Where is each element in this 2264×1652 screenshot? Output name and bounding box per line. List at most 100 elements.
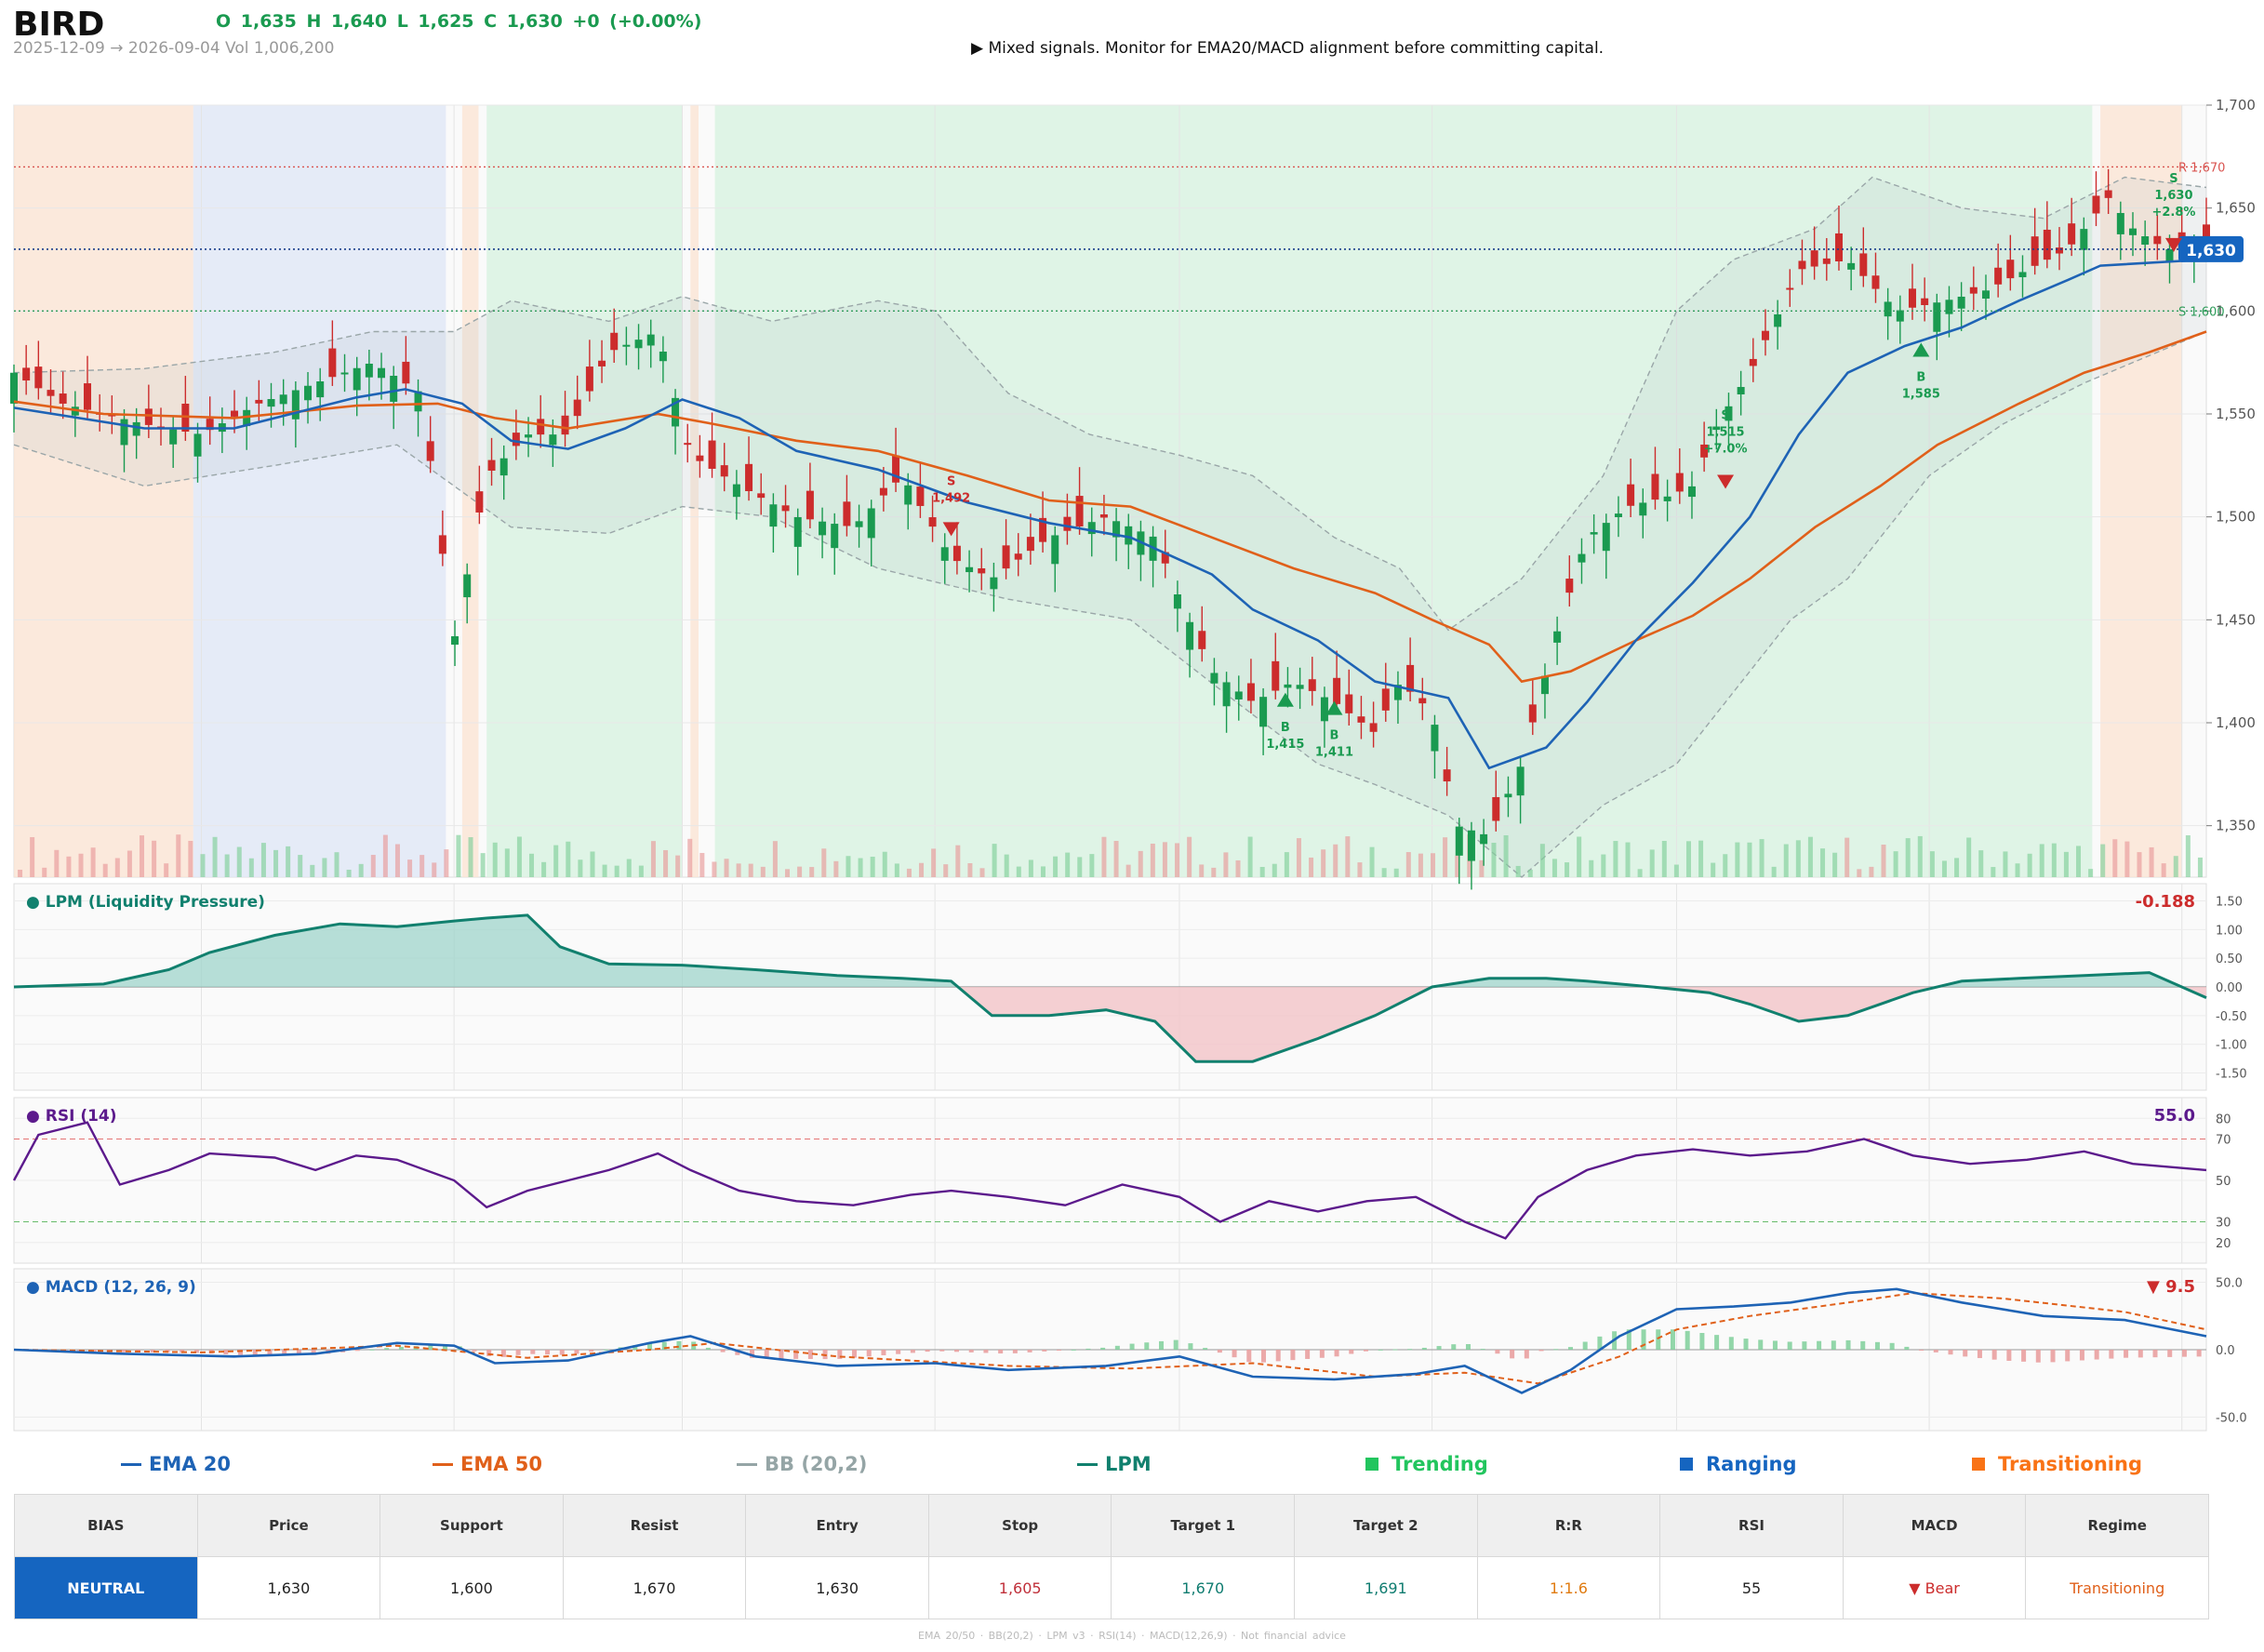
volume-bar xyxy=(248,858,254,877)
candle-body xyxy=(1627,484,1635,506)
macd-histogram-bar xyxy=(793,1350,799,1359)
volume-bar xyxy=(541,861,547,877)
chart-legend: EMA 20 EMA 50 BB (20,2) LPM Trending Ran… xyxy=(0,1453,2264,1481)
volume-bar xyxy=(1577,836,1582,877)
volume-bar xyxy=(882,851,887,877)
candle-body xyxy=(1320,697,1328,722)
macd-histogram-bar xyxy=(603,1349,608,1351)
candle-body xyxy=(206,419,214,431)
candle-body xyxy=(1039,517,1047,542)
candle-body xyxy=(2031,236,2039,266)
volume-bar xyxy=(1832,852,1838,877)
regime-band-6 xyxy=(2100,105,2182,877)
ticker-symbol: BIRD xyxy=(13,6,105,44)
header-regime: Regime xyxy=(2025,1494,2209,1557)
header-target1: Target 1 xyxy=(1111,1494,1296,1557)
volume-bar xyxy=(1795,840,1801,877)
price-tick-label-0: 1,350 xyxy=(2216,818,2256,834)
macd-histogram-bar xyxy=(896,1350,901,1354)
macd-histogram-bar xyxy=(1349,1350,1354,1354)
legend-ema50-label: EMA 50 xyxy=(460,1453,543,1475)
candle-body xyxy=(487,460,496,472)
candle-body xyxy=(1749,358,1757,366)
legend-ema50: EMA 50 xyxy=(433,1453,542,1475)
volume-bar xyxy=(260,843,266,877)
macd-histogram-bar xyxy=(2035,1350,2041,1363)
volume-bar xyxy=(1405,852,1411,877)
candle-body xyxy=(745,463,753,492)
volume-bar xyxy=(663,849,669,877)
volume-bar xyxy=(273,849,279,877)
candle-body xyxy=(990,577,998,590)
volume-bar xyxy=(1735,842,1740,877)
candle-body xyxy=(1492,796,1500,821)
macd-histogram-bar xyxy=(2065,1350,2071,1362)
macd-histogram-bar xyxy=(1802,1341,1807,1350)
candle-body xyxy=(952,545,961,562)
volume-bar xyxy=(286,846,291,877)
volume-bar xyxy=(1235,859,1241,877)
candle-body xyxy=(426,441,434,461)
volume-bar xyxy=(102,863,108,877)
candle-body xyxy=(1504,793,1512,798)
buy-marker-4 xyxy=(1912,342,1930,357)
candle-body xyxy=(1687,486,1696,498)
macd-histogram-bar xyxy=(1305,1350,1311,1359)
volume-bar xyxy=(1661,841,1667,877)
buy-marker-letter-1: B xyxy=(1281,721,1290,735)
candle-body xyxy=(1210,673,1219,684)
candle-body xyxy=(1651,473,1659,500)
candle-body xyxy=(84,383,92,410)
volume-bar xyxy=(1685,841,1691,877)
volume-bar xyxy=(127,850,132,877)
candle-body xyxy=(169,429,178,445)
macd-histogram-bar xyxy=(252,1350,258,1355)
volume-bar xyxy=(614,865,619,877)
rsi-tick-label-3: 30 xyxy=(2216,1217,2231,1231)
volume-bar xyxy=(1552,859,1557,877)
macd-histogram-bar xyxy=(837,1350,843,1359)
macd-histogram-bar xyxy=(1524,1350,1529,1359)
candle-body xyxy=(916,486,925,506)
candle-body xyxy=(1198,631,1206,649)
volume-bar xyxy=(54,849,60,877)
candle-body xyxy=(499,458,508,476)
candle-body xyxy=(1075,496,1084,526)
macd-histogram-bar xyxy=(1407,1349,1413,1351)
macd-histogram-bar xyxy=(515,1350,521,1355)
header-entry: Entry xyxy=(745,1494,929,1557)
volume-bar xyxy=(784,869,790,877)
macd-histogram-bar xyxy=(720,1350,726,1352)
volume-bar xyxy=(1941,860,1947,877)
candle-body xyxy=(328,348,337,378)
macd-histogram-bar xyxy=(1260,1350,1266,1363)
resistance-label: R 1,670 xyxy=(2178,161,2225,175)
volume-bar xyxy=(1491,843,1497,877)
candle-body xyxy=(353,367,361,391)
candle-body xyxy=(831,524,839,549)
price-tick-label-4: 1,550 xyxy=(2216,406,2256,422)
macd-histogram-bar xyxy=(1904,1346,1910,1350)
candle-body xyxy=(2043,229,2051,260)
candle-body xyxy=(2165,248,2174,261)
macd-histogram-bar xyxy=(1597,1336,1603,1350)
volume-bar xyxy=(1857,869,1862,877)
macd-histogram-bar xyxy=(1480,1349,1485,1351)
candle-body xyxy=(1528,704,1537,723)
candle-body xyxy=(1381,688,1390,711)
volume-bar xyxy=(2088,869,2094,877)
candle-body xyxy=(1663,496,1671,501)
macd-histogram-bar xyxy=(1158,1340,1164,1350)
macd-histogram-bar xyxy=(574,1350,579,1354)
volume-bar xyxy=(2039,844,2044,877)
candle-body xyxy=(1700,444,1709,458)
volume-bar xyxy=(712,861,717,877)
macd-histogram-bar xyxy=(1465,1343,1471,1350)
chart-canvas[interactable]: Jan '26 Feb '26 Mar '26 Apr '26 May '26 Jun '… xyxy=(0,0,2264,1451)
lpm-tick-label-5: -1.00 xyxy=(2216,1039,2247,1053)
value-support: 1,600 xyxy=(380,1556,564,1619)
x-tick-label-5: Jun '26 xyxy=(1401,1448,1462,1451)
candle-body xyxy=(1014,553,1022,560)
candle-body xyxy=(1798,260,1806,270)
candle-body xyxy=(1761,330,1769,340)
